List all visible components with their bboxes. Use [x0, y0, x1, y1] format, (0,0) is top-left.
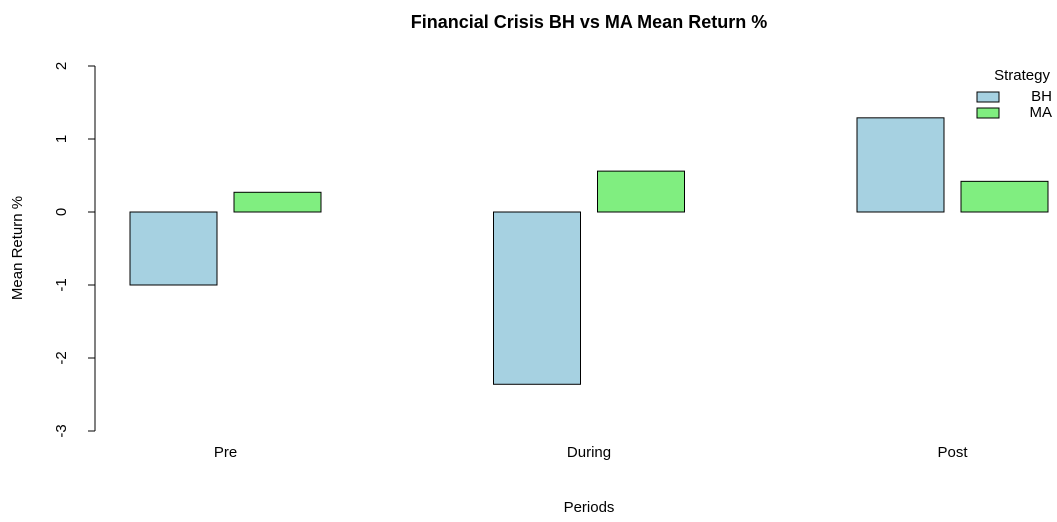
y-tick-label: 2: [53, 62, 70, 70]
bar: [597, 170, 685, 213]
legend-label: MA: [1030, 104, 1053, 121]
y-tick-label: -3: [53, 424, 70, 437]
bar: [129, 211, 218, 286]
bar: [493, 211, 581, 385]
x-axis-label: Periods: [564, 499, 615, 516]
x-tick-label: During: [567, 444, 611, 461]
bar: [960, 180, 1049, 213]
chart-title: Financial Crisis BH vs MA Mean Return %: [411, 12, 767, 32]
legend-swatch: [976, 107, 1000, 119]
bar: [233, 191, 322, 213]
bar: [856, 117, 945, 213]
legend-swatch: [976, 91, 1000, 103]
legend-title: Strategy: [994, 67, 1050, 84]
legend-label: BH: [1031, 88, 1052, 105]
x-tick-label: Pre: [214, 444, 237, 461]
y-tick-label: -1: [53, 278, 70, 291]
y-tick-label: 0: [53, 208, 70, 216]
x-tick-label: Post: [937, 444, 968, 461]
y-tick-label: 1: [53, 135, 70, 143]
y-axis-label: Mean Return %: [9, 196, 26, 300]
y-tick-label: -2: [53, 351, 70, 364]
